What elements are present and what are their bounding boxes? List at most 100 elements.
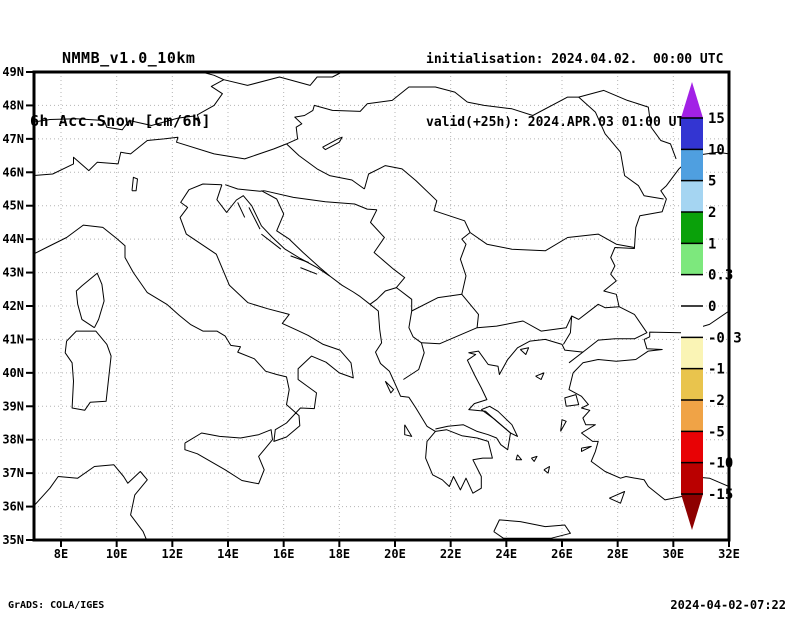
lon-label: 14E <box>217 547 239 561</box>
lat-label: 42N <box>2 299 24 313</box>
coastline-cephalonia <box>404 424 413 437</box>
coastline-dalmatian-island-2 <box>248 207 261 230</box>
coastline-dalmatian-island-3 <box>261 233 282 250</box>
lat-label: 47N <box>2 132 24 146</box>
coastline-turkey-aegean-coast <box>568 372 729 501</box>
coastline-italy <box>34 183 354 442</box>
coastline-sardinia <box>64 330 112 411</box>
creation-timestamp: 2024-04-02-07:22 <box>670 598 786 612</box>
colorbar-segment <box>681 180 703 213</box>
coastline-chios <box>560 419 567 432</box>
coastline-marmara-south-blacksea <box>572 310 729 374</box>
coastline-thasos <box>519 347 530 355</box>
coastline-border-evros <box>562 315 573 345</box>
lat-label: 38N <box>2 433 24 447</box>
colorbar-segment <box>681 149 703 182</box>
colorbar: 15 10 5 2 1 0.3 0 -0.3 -1 -2 -5 -10 -15 <box>681 82 742 530</box>
coastline-border-moldova-east <box>578 89 677 160</box>
coastline-border-alps <box>34 136 287 177</box>
colorbar-arrow-bottom <box>681 493 703 530</box>
coastline-corsica <box>75 272 105 329</box>
lon-label: 32E <box>718 547 740 561</box>
coastline-rhodes <box>609 491 626 504</box>
coastline-border-croatia-bosnia <box>261 190 330 277</box>
lat-label: 46N <box>2 165 24 179</box>
colorbar-label: 5 <box>708 174 716 190</box>
coastline-border-serbia-north <box>363 165 471 233</box>
coastline-greece-east-coast <box>435 338 584 451</box>
lat-label: 41N <box>2 332 24 346</box>
colorbar-segment <box>681 274 703 307</box>
coastline-balkan-west-coast <box>216 184 436 432</box>
colorbar-segment <box>681 243 703 276</box>
lon-label: 12E <box>161 547 183 561</box>
lat-label: 49N <box>2 65 24 79</box>
lat-label: 43N <box>2 266 24 280</box>
coastline-border-drava <box>286 143 365 190</box>
coastline-marmara-blacksea-west <box>582 151 729 353</box>
lon-label: 18E <box>328 547 350 561</box>
coastline-corfu <box>384 380 395 394</box>
colorbar-label: 0.3 <box>708 268 733 284</box>
lat-label: 36N <box>2 500 24 514</box>
lat-label: 35N <box>2 533 24 547</box>
coastline-crete <box>493 519 571 539</box>
colorbar-label: 10 <box>708 142 725 158</box>
colorbar-segment <box>681 399 703 432</box>
colorbar-label: 1 <box>708 236 716 252</box>
coastline-lesbos <box>564 394 580 407</box>
model-title: NMMB_v1.0_10km <box>62 49 196 67</box>
colorbar-label: -5 <box>708 424 725 440</box>
coastline-border-bulgaria-serbia <box>459 232 471 295</box>
lon-label: 10E <box>106 547 128 561</box>
lon-label: 20E <box>384 547 406 561</box>
coastline-dalmatian-island-4 <box>290 255 309 263</box>
lon-label: 16E <box>273 547 295 561</box>
coastline-dalmatian-island-5 <box>300 267 318 275</box>
coastline-border-sava <box>264 190 377 211</box>
coastline-sicily <box>184 429 273 485</box>
coastline-lake-garda <box>131 176 138 192</box>
colorbar-segment <box>681 305 703 338</box>
colorbar-segment <box>681 337 703 370</box>
lat-label: 39N <box>2 399 24 413</box>
coastline-border-slovenia-croatia <box>225 184 265 192</box>
colorbar-segment <box>681 462 703 495</box>
colorbar-segment <box>681 211 703 244</box>
coastline-dalmatian-island-1 <box>237 202 246 218</box>
axis-layer: 49N 48N 47N 46N 45N 44N 43N 42N 41N 40N 39N 38N 37N 3… <box>2 65 740 561</box>
coastline-north-africa <box>34 464 148 540</box>
colorbar-label: 2 <box>708 205 716 221</box>
coastline-layer <box>34 72 729 540</box>
coastline-limnos <box>535 372 545 380</box>
lat-label: 48N <box>2 98 24 112</box>
colorbar-arrow-top <box>681 82 703 118</box>
colorbar-label: -15 <box>708 487 733 503</box>
init-time-label: initialisation: 2024.04.02. 00:00 UTC <box>426 52 724 67</box>
colorbar-segment <box>681 431 703 464</box>
coastline-border-danube-bg-ro <box>469 232 635 252</box>
colorbar-segment <box>681 368 703 401</box>
coastline-cyclades-3 <box>515 454 523 461</box>
lat-label: 44N <box>2 232 24 246</box>
coastline-border-albania-greece <box>403 310 425 380</box>
coastline-border-hungary-west <box>286 86 468 145</box>
coastline-peloponnese <box>425 429 493 494</box>
colorbar-label: -10 <box>708 456 733 472</box>
colorbar-label: -0.3 <box>708 330 742 346</box>
colorbar-label: 0 <box>708 299 716 315</box>
coastline-samos <box>581 445 592 452</box>
lon-label: 24E <box>495 547 517 561</box>
lon-label: 30E <box>662 547 684 561</box>
lon-label: 8E <box>54 547 68 561</box>
lat-label: 45N <box>2 199 24 213</box>
colorbar-segment <box>681 118 703 150</box>
coastline-lake-balaton <box>322 136 343 151</box>
lon-label: 26E <box>551 547 573 561</box>
grid-layer <box>34 72 729 540</box>
lon-label: 28E <box>607 547 629 561</box>
coastline-cyclades-2 <box>531 455 538 462</box>
coastline-border-romania-north <box>467 96 664 200</box>
